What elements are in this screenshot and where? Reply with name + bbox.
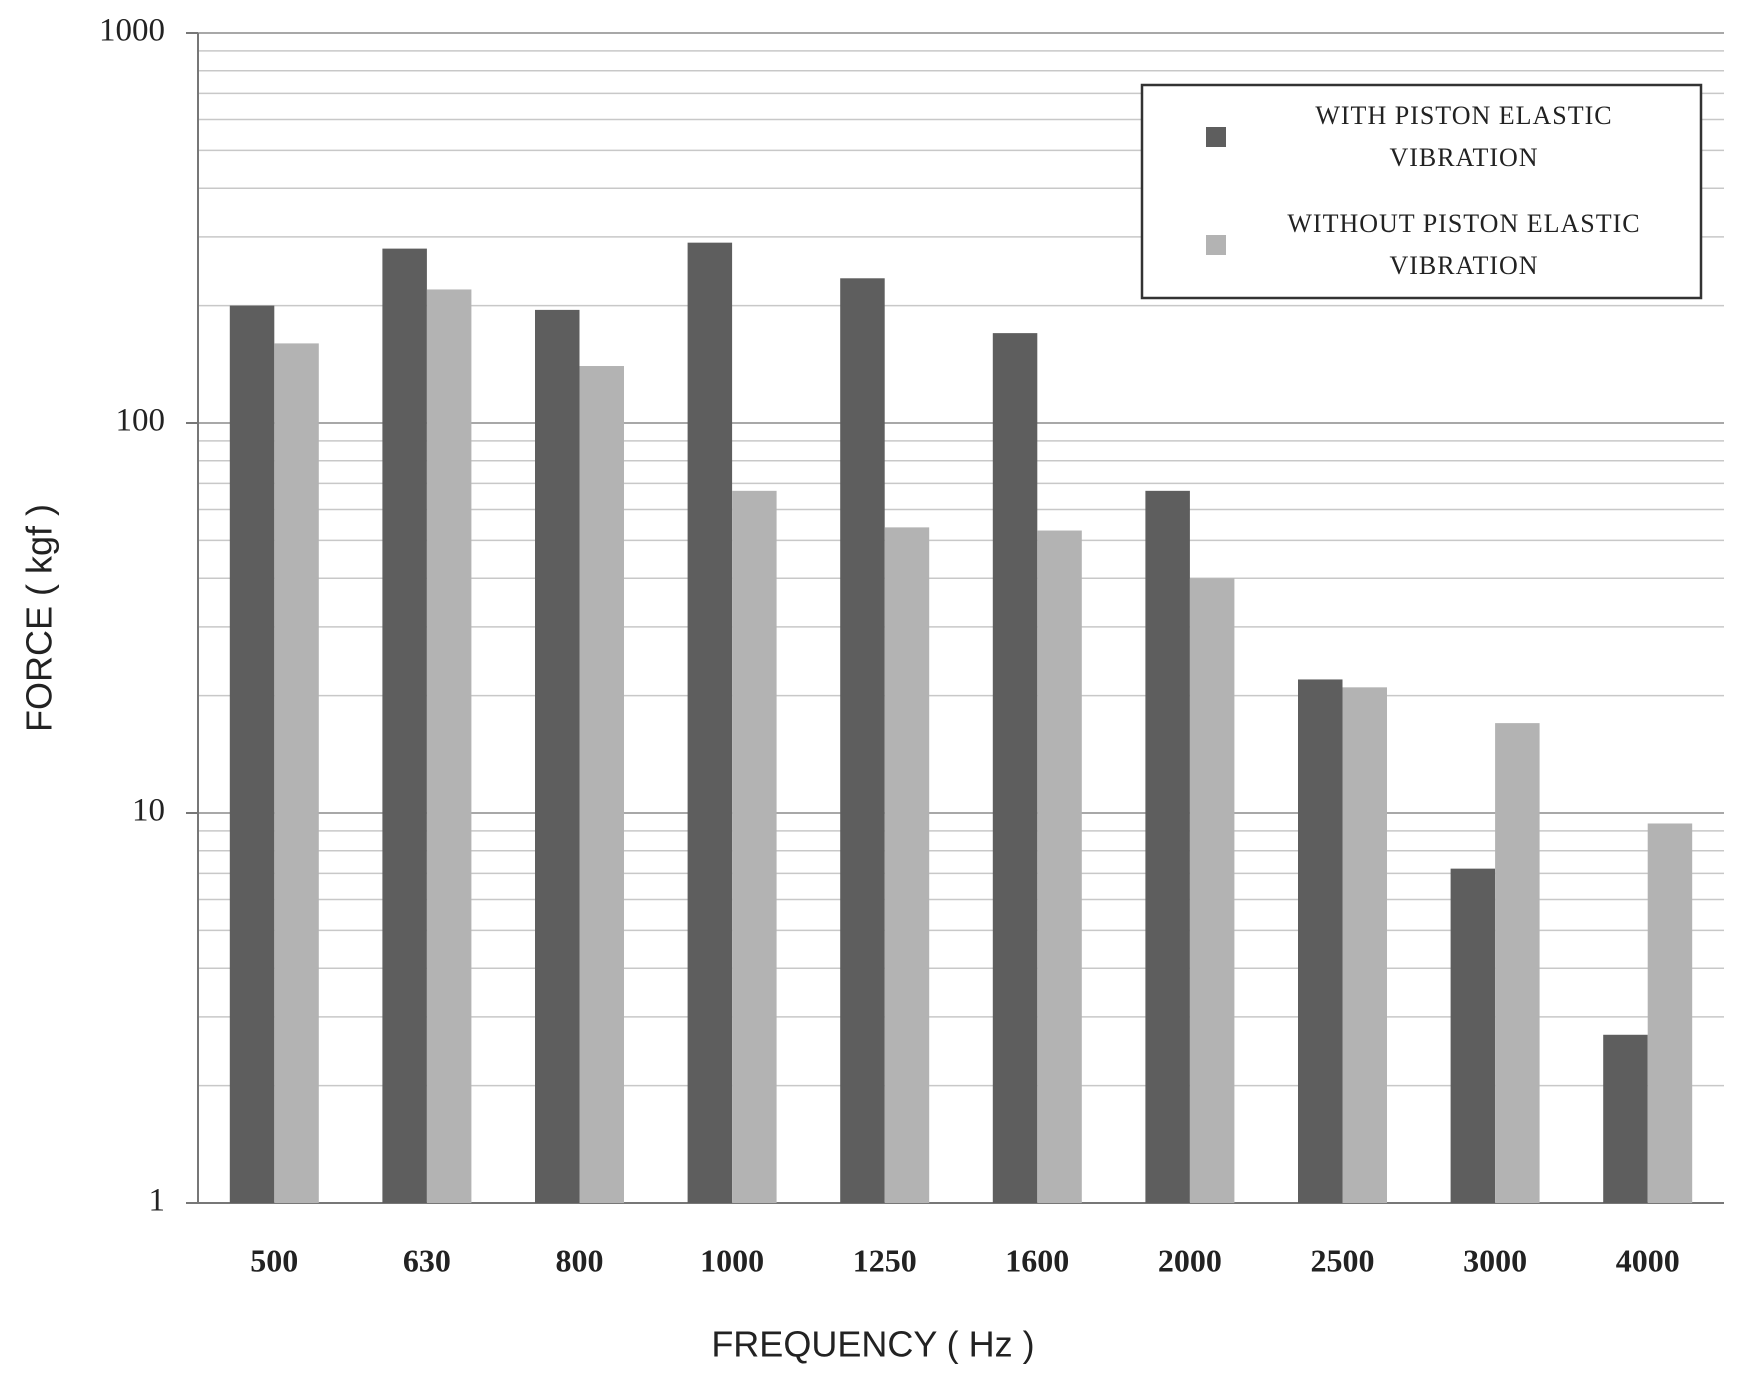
bar bbox=[274, 343, 319, 1204]
legend-label: WITHOUT PISTON ELASTIC VIBRATION bbox=[1287, 209, 1641, 280]
x-tick-label: 1250 bbox=[853, 1242, 917, 1278]
y-tick-label: 1 bbox=[149, 1183, 166, 1219]
bar bbox=[1603, 1034, 1648, 1203]
legend-swatch bbox=[1206, 127, 1226, 147]
bar bbox=[426, 289, 472, 1203]
bar bbox=[382, 248, 427, 1203]
y-axis-title: FORCE ( kgf ) bbox=[19, 504, 60, 732]
y-tick-label: 1000 bbox=[99, 13, 165, 49]
bar bbox=[1145, 490, 1190, 1204]
bar bbox=[884, 527, 930, 1203]
x-tick-label: 800 bbox=[556, 1242, 604, 1278]
x-tick-label: 3000 bbox=[1463, 1242, 1527, 1278]
bar bbox=[1342, 687, 1387, 1203]
bar bbox=[687, 242, 733, 1203]
bar bbox=[840, 278, 885, 1203]
bar bbox=[1298, 679, 1343, 1203]
legend-label: WITH PISTON ELASTIC VIBRATION bbox=[1315, 101, 1613, 172]
x-tick-label: 630 bbox=[403, 1242, 451, 1278]
bar bbox=[1189, 578, 1235, 1203]
legend-swatch bbox=[1206, 235, 1226, 255]
x-tick-label: 2500 bbox=[1311, 1242, 1375, 1278]
x-tick-label: 4000 bbox=[1616, 1242, 1680, 1278]
bar bbox=[1037, 530, 1082, 1203]
x-tick-label: 500 bbox=[250, 1242, 298, 1278]
y-tick-label: 100 bbox=[116, 403, 166, 439]
bar bbox=[229, 305, 275, 1204]
bar bbox=[535, 309, 580, 1204]
legend-box bbox=[1140, 83, 1703, 300]
bar bbox=[579, 366, 624, 1203]
x-tick-label: 1600 bbox=[1005, 1242, 1069, 1278]
y-tick-label: 10 bbox=[132, 793, 165, 829]
bar bbox=[1647, 823, 1693, 1203]
x-axis-title: FREQUENCY ( Hz ) bbox=[711, 1324, 1034, 1365]
bar bbox=[992, 333, 1038, 1204]
bar bbox=[1450, 868, 1496, 1203]
x-tick-label: 1000 bbox=[700, 1242, 764, 1278]
bar bbox=[1495, 723, 1540, 1203]
bar bbox=[732, 490, 777, 1204]
x-tick-label: 2000 bbox=[1158, 1242, 1222, 1278]
